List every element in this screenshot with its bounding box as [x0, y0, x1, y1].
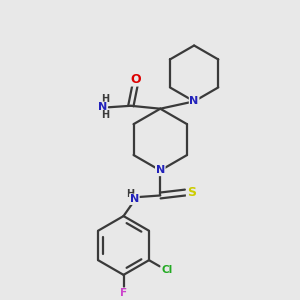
Text: N: N [156, 166, 165, 176]
Text: N: N [98, 102, 107, 112]
Text: Cl: Cl [161, 266, 172, 275]
Text: F: F [120, 288, 127, 298]
Text: O: O [130, 73, 141, 86]
Text: H: H [101, 94, 110, 104]
Text: N: N [130, 194, 139, 204]
Text: N: N [190, 96, 199, 106]
Text: S: S [187, 186, 196, 199]
Text: H: H [126, 189, 134, 199]
Text: H: H [101, 110, 110, 121]
